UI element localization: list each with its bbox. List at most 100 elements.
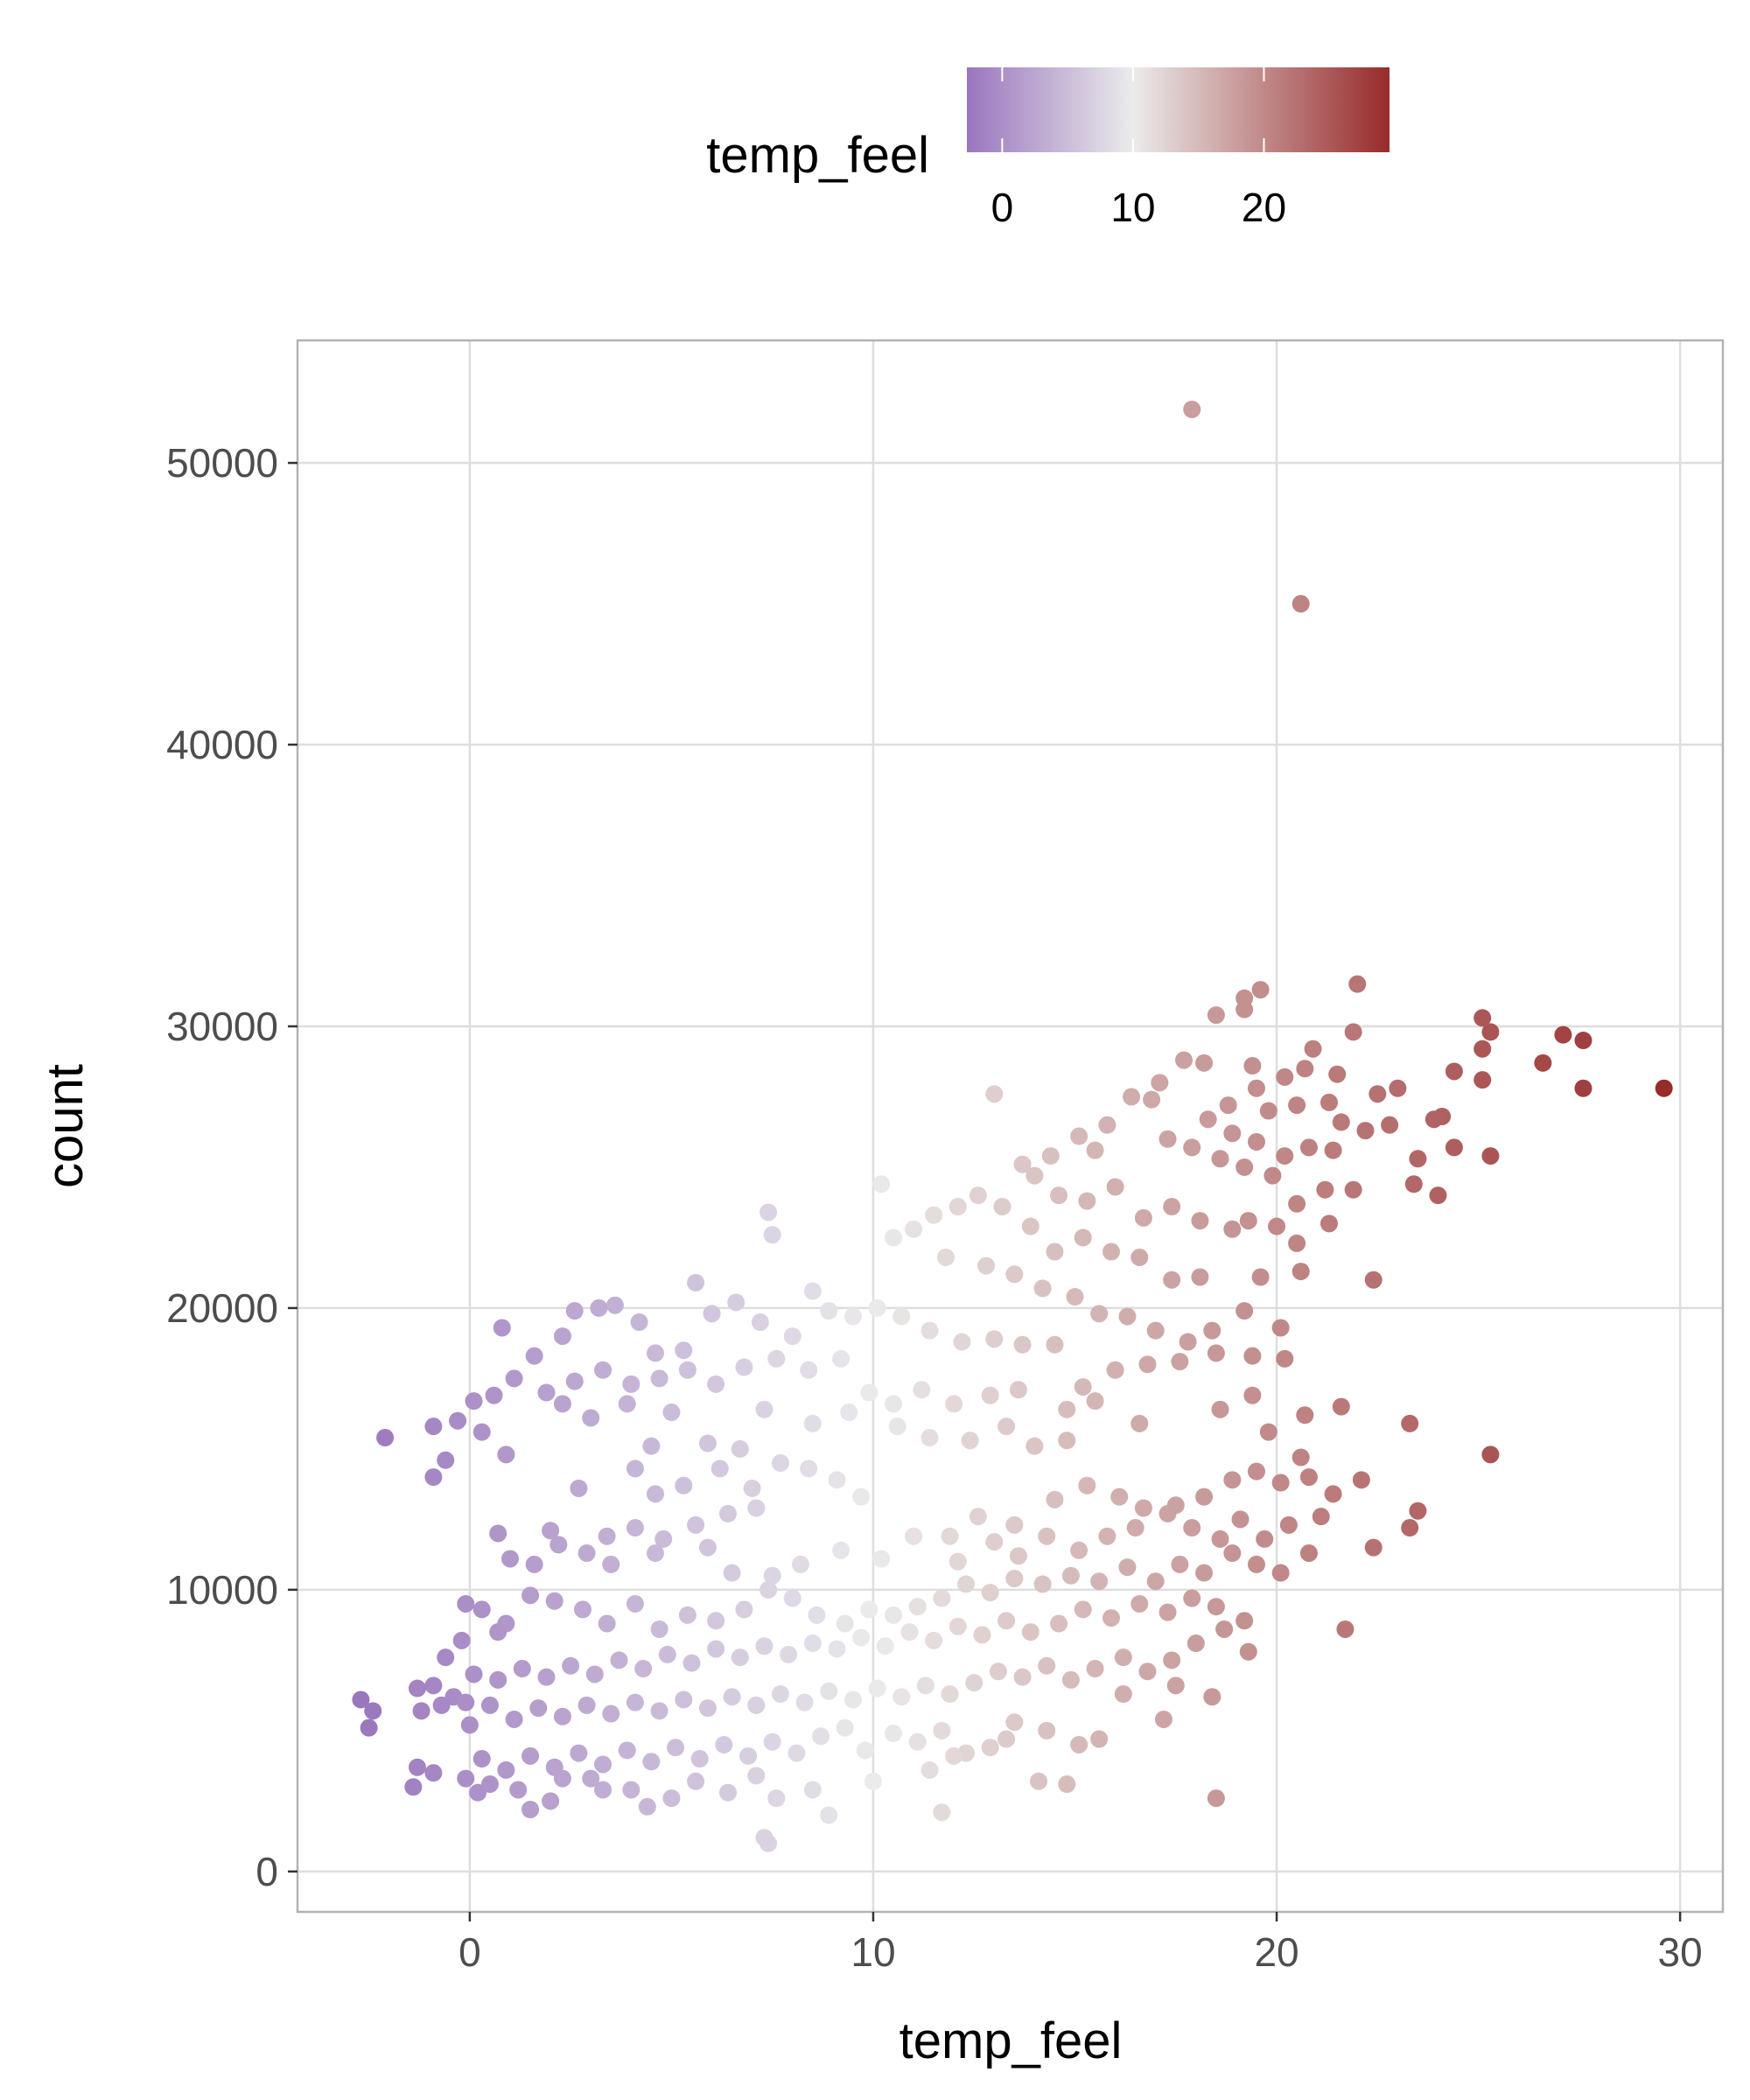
data-point	[646, 1344, 664, 1362]
data-point	[1247, 1555, 1265, 1573]
data-point	[1102, 1242, 1121, 1261]
data-point	[941, 1527, 959, 1545]
data-point	[1271, 1474, 1290, 1492]
data-point	[1183, 1589, 1201, 1607]
data-point	[553, 1707, 571, 1726]
data-point	[1074, 1378, 1092, 1396]
data-point	[553, 1327, 571, 1346]
data-point	[522, 1746, 540, 1765]
x-tick-label: 10	[850, 1929, 895, 1975]
data-point	[747, 1767, 766, 1785]
data-point	[812, 1727, 830, 1746]
data-point	[755, 1400, 774, 1418]
data-point	[449, 1411, 467, 1430]
data-point	[908, 1598, 927, 1616]
data-point	[1158, 1130, 1177, 1148]
data-point	[977, 1256, 996, 1275]
data-point	[1271, 1319, 1290, 1337]
data-point	[1404, 1175, 1423, 1194]
data-point	[622, 1781, 640, 1799]
data-point	[618, 1741, 636, 1760]
data-point	[718, 1504, 737, 1522]
data-point	[941, 1684, 959, 1703]
data-point	[513, 1660, 531, 1678]
data-point	[1058, 1432, 1076, 1450]
data-point	[1038, 1721, 1056, 1740]
data-point	[1352, 1471, 1370, 1489]
data-point	[985, 1533, 1004, 1551]
data-point	[1381, 1116, 1399, 1134]
data-point	[715, 1735, 733, 1754]
data-point	[610, 1651, 628, 1670]
data-point	[480, 1775, 499, 1794]
data-point	[998, 1418, 1016, 1436]
data-point	[1098, 1527, 1116, 1545]
data-point	[1195, 1564, 1214, 1582]
data-point	[1247, 1132, 1265, 1151]
data-point	[1130, 1594, 1149, 1613]
data-point	[578, 1544, 596, 1563]
data-point	[783, 1327, 802, 1346]
data-point	[1106, 1178, 1124, 1196]
data-point	[1005, 1569, 1024, 1587]
data-point	[844, 1690, 862, 1709]
data-point	[925, 1631, 943, 1649]
data-point	[457, 1693, 475, 1712]
data-point	[707, 1612, 725, 1630]
data-point	[1123, 1088, 1141, 1106]
data-point	[562, 1656, 580, 1675]
data-point	[1474, 1071, 1492, 1089]
data-point	[985, 1330, 1004, 1348]
data-point	[1264, 1166, 1282, 1185]
data-point	[723, 1688, 741, 1706]
data-point	[1332, 1113, 1350, 1131]
data-point	[948, 1198, 967, 1216]
data-point	[1279, 1516, 1298, 1534]
data-point	[542, 1522, 560, 1540]
data-point	[553, 1769, 571, 1788]
data-point	[800, 1460, 818, 1478]
data-point	[1203, 1321, 1222, 1340]
data-point	[791, 1555, 809, 1573]
data-point	[1134, 1499, 1152, 1517]
data-point	[718, 1783, 737, 1802]
data-point	[594, 1781, 612, 1799]
data-point	[525, 1555, 543, 1573]
data-point	[1424, 1110, 1443, 1129]
data-point	[832, 1541, 850, 1559]
data-point	[1324, 1141, 1342, 1159]
data-point	[945, 1746, 963, 1765]
data-point	[933, 1721, 951, 1740]
data-point	[803, 1781, 822, 1799]
data-point	[626, 1519, 644, 1537]
data-point	[1046, 1490, 1064, 1508]
data-point	[582, 1769, 600, 1788]
data-point	[1243, 1347, 1262, 1365]
data-point	[1203, 1688, 1222, 1706]
data-point	[480, 1696, 499, 1714]
data-point	[948, 1617, 967, 1635]
legend-tick-label: 20	[1242, 185, 1286, 230]
data-point	[1211, 1530, 1229, 1548]
data-point	[1114, 1684, 1132, 1703]
data-point	[885, 1606, 903, 1624]
data-point	[1247, 1462, 1265, 1480]
data-point	[1038, 1656, 1056, 1675]
data-point	[703, 1305, 721, 1323]
data-point	[489, 1524, 508, 1543]
data-point	[836, 1614, 854, 1633]
data-point	[1276, 1147, 1294, 1166]
data-point	[803, 1634, 822, 1653]
data-point	[965, 1674, 984, 1692]
data-point	[800, 1361, 818, 1379]
data-point	[1106, 1361, 1124, 1379]
data-point	[424, 1676, 443, 1695]
data-point	[1429, 1186, 1447, 1205]
data-point	[755, 1637, 774, 1656]
data-point	[998, 1730, 1016, 1748]
data-point	[860, 1383, 878, 1402]
data-point	[626, 1594, 644, 1613]
data-point	[432, 1696, 451, 1714]
data-point	[642, 1753, 661, 1771]
data-point	[948, 1552, 967, 1571]
